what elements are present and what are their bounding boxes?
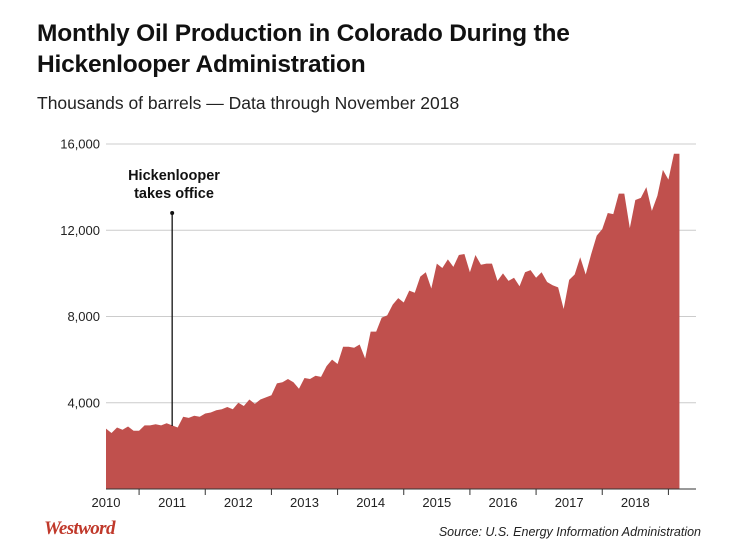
x-tick-label: 2018 bbox=[621, 495, 650, 510]
x-tick-label: 2013 bbox=[290, 495, 319, 510]
y-tick-label: 16,000 bbox=[60, 137, 100, 152]
production-area bbox=[106, 153, 680, 489]
x-tick-label: 2010 bbox=[92, 495, 121, 510]
x-tick-label: 2015 bbox=[422, 495, 451, 510]
x-tick-label: 2012 bbox=[224, 495, 253, 510]
y-tick-label: 8,000 bbox=[67, 309, 100, 324]
source-note: Source: U.S. Energy Information Administ… bbox=[438, 525, 701, 539]
chart-title: Monthly Oil Production in Colorado Durin… bbox=[37, 20, 570, 78]
annotation-label: Hickenlooper takes office bbox=[104, 167, 244, 203]
chart-subtitle: Thousands of barrels — Data through Nove… bbox=[37, 93, 460, 113]
x-tick-label: 2017 bbox=[555, 495, 584, 510]
x-tick-label: 2011 bbox=[158, 495, 186, 510]
x-tick-label: 2016 bbox=[489, 495, 518, 510]
x-tick-label: 2014 bbox=[356, 495, 385, 510]
westword-logo: Westword bbox=[44, 518, 115, 539]
annotation-line1: Hickenlooper bbox=[128, 168, 220, 184]
y-tick-label: 12,000 bbox=[60, 223, 100, 238]
annotation-pointer-dot bbox=[170, 211, 175, 215]
annotation-line2: takes office bbox=[134, 186, 214, 202]
y-tick-label: 4,000 bbox=[67, 395, 100, 410]
